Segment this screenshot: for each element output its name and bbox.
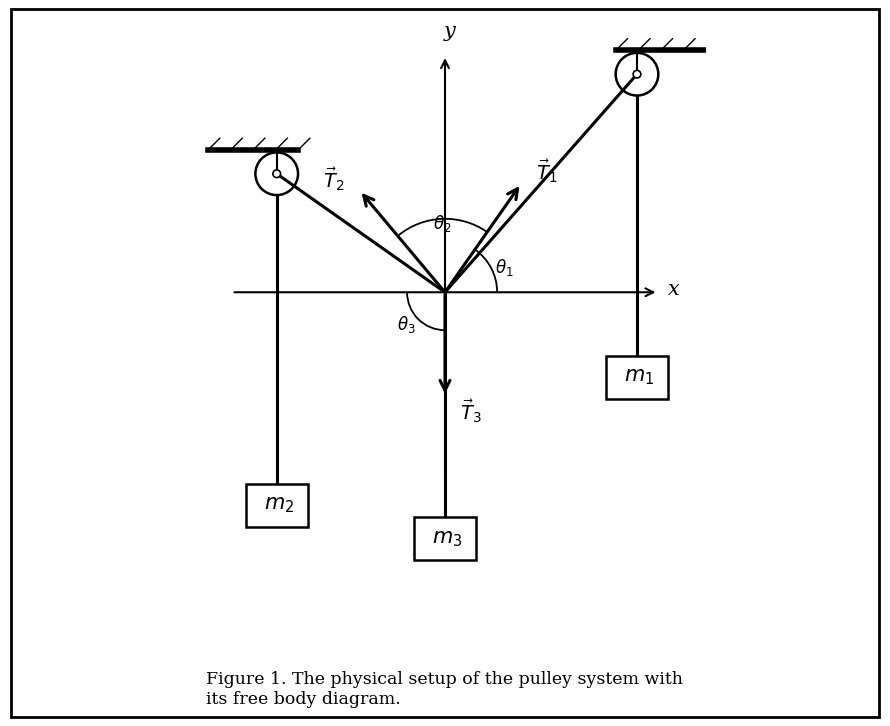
Circle shape (633, 70, 641, 78)
Text: $\vec{T}_2$: $\vec{T}_2$ (323, 165, 344, 192)
Bar (606, 356, 668, 399)
Text: $\vec{T}_3$: $\vec{T}_3$ (460, 397, 481, 425)
Text: x: x (668, 280, 680, 299)
Bar (414, 518, 476, 560)
Text: $\theta_2$: $\theta_2$ (433, 213, 452, 234)
Text: y: y (444, 22, 456, 41)
Text: $\theta_1$: $\theta_1$ (495, 256, 514, 277)
Text: $m_3$: $m_3$ (433, 529, 463, 549)
Text: $m_1$: $m_1$ (624, 368, 654, 388)
Text: Figure 1. The physical setup of the pulley system with
its free body diagram.: Figure 1. The physical setup of the pull… (206, 672, 684, 708)
Text: $\vec{T}_1$: $\vec{T}_1$ (537, 158, 558, 185)
Circle shape (273, 170, 280, 178)
Text: $m_2$: $m_2$ (264, 496, 295, 515)
Bar (246, 484, 308, 527)
Text: $\theta_3$: $\theta_3$ (397, 314, 416, 335)
